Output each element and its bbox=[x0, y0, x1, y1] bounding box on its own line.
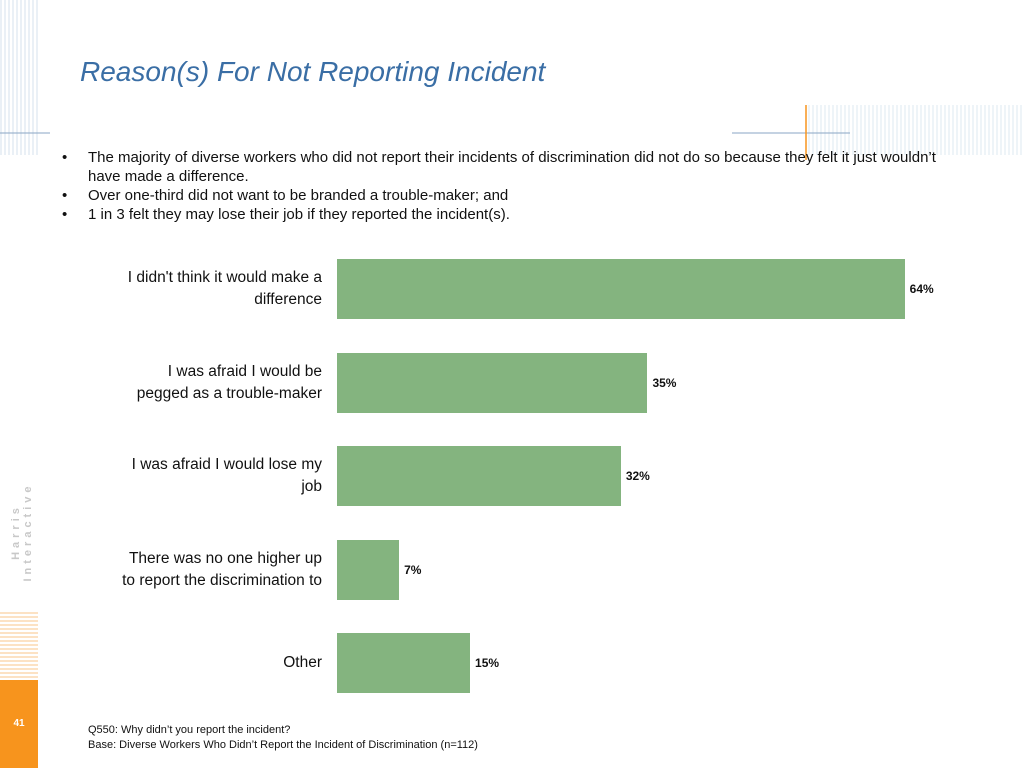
bullet: The majority of diverse workers who did … bbox=[62, 148, 962, 186]
category-label: There was no one higher up to report the… bbox=[122, 549, 322, 589]
bar bbox=[337, 539, 400, 600]
bar bbox=[337, 633, 471, 694]
value-label: 64% bbox=[909, 282, 934, 296]
chart-title: Reason(s) For Not Reporting Incident bbox=[80, 56, 546, 87]
bullet: Over one-third did not want to be brande… bbox=[62, 186, 962, 205]
bullet: 1 in 3 felt they may lose their job if t… bbox=[62, 205, 962, 224]
value-label: 32% bbox=[625, 469, 650, 484]
brand: Harris Interactive bbox=[10, 482, 34, 582]
category-label: I was afraid I would lose my job bbox=[131, 456, 322, 496]
bar bbox=[337, 352, 648, 413]
value-label: 15% bbox=[475, 656, 500, 671]
value-label: 35% bbox=[652, 375, 677, 390]
bar bbox=[337, 259, 905, 319]
category-label: I was afraid I would be pegged as a trou… bbox=[136, 362, 322, 402]
value-label: 7% bbox=[404, 562, 422, 577]
bullet-list: The majority of diverse workers who did … bbox=[62, 148, 962, 224]
category-label: Other bbox=[283, 654, 322, 672]
footnote: Q550: Why didn’t you report the incident… bbox=[88, 724, 291, 736]
page-number: 41 bbox=[0, 680, 38, 768]
bar bbox=[337, 446, 621, 507]
category-label: I didn't think it would make a differenc… bbox=[127, 269, 322, 308]
footnote: Base: Diverse Workers Who Didn’t Report … bbox=[88, 739, 478, 751]
